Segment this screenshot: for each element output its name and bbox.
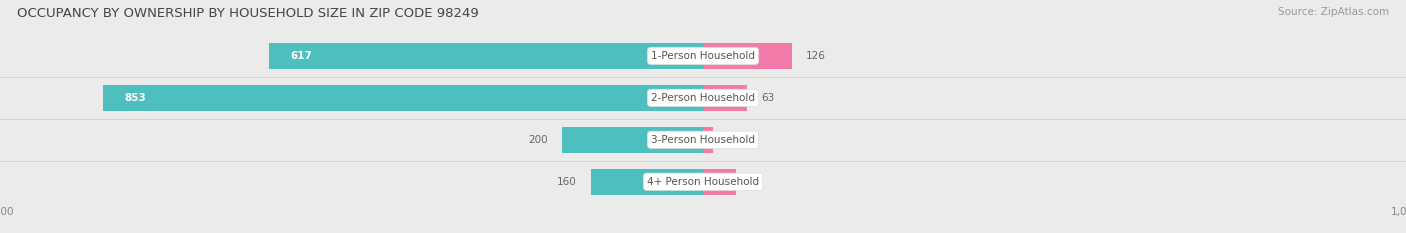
Bar [103, 85, 703, 111]
Text: 3-Person Household: 3-Person Household [651, 135, 755, 145]
Text: 1-Person Household: 1-Person Household [651, 51, 755, 61]
Text: Source: ZipAtlas.com: Source: ZipAtlas.com [1278, 7, 1389, 17]
Text: 160: 160 [557, 177, 576, 187]
Text: OCCUPANCY BY OWNERSHIP BY HOUSEHOLD SIZE IN ZIP CODE 98249: OCCUPANCY BY OWNERSHIP BY HOUSEHOLD SIZE… [17, 7, 478, 20]
Bar [562, 127, 703, 153]
Bar [591, 169, 703, 195]
Text: 47: 47 [751, 177, 763, 187]
Bar [703, 85, 748, 111]
Text: 2-Person Household: 2-Person Household [651, 93, 755, 103]
Text: 126: 126 [806, 51, 825, 61]
Text: 200: 200 [529, 135, 548, 145]
Text: 853: 853 [124, 93, 146, 103]
Text: 617: 617 [290, 51, 312, 61]
Text: 63: 63 [762, 93, 775, 103]
Text: 4+ Person Household: 4+ Person Household [647, 177, 759, 187]
Bar [703, 169, 737, 195]
Bar [703, 43, 792, 69]
Bar [703, 127, 713, 153]
Text: 14: 14 [727, 135, 740, 145]
Bar [269, 43, 703, 69]
